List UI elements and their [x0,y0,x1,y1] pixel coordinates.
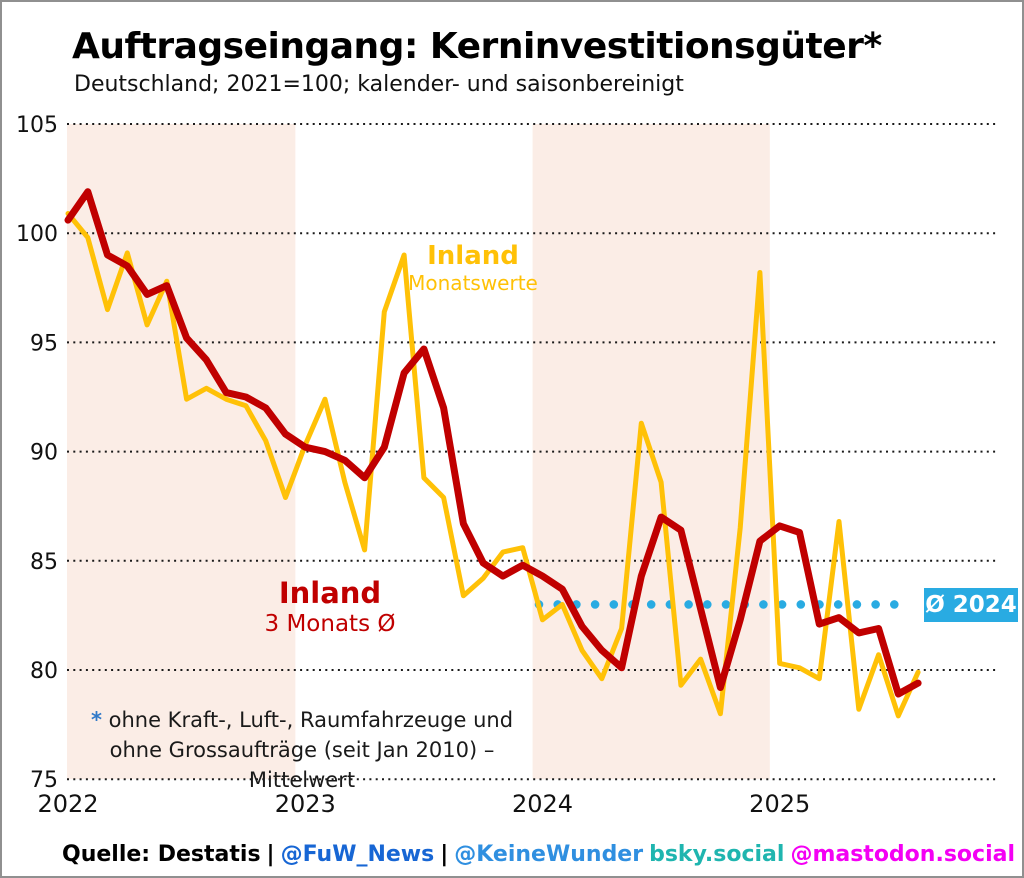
series-label-average-name: Inland [278,576,382,610]
footnote-line1: * ohne Kraft-, Luft-, Raumfahrzeuge und [90,708,514,732]
avg-2024-dot [759,600,768,609]
avg-2024-dot [590,600,600,609]
avg-2024-dot [796,600,806,609]
y-tick-80: 80 [30,659,58,684]
footnote-line2: ohne Grossaufträge (seit Jan 2010) – Mit… [109,737,495,792]
keinewunder-handle: @KeineWunder [454,842,644,867]
avg-2024-dot [833,600,843,609]
avg-2024-dot [890,600,899,609]
y-tick-90: 90 [30,441,58,466]
x-tick-2025: 2025 [749,790,810,818]
avg-2024-dot [646,600,656,609]
avg-2024-dot [777,600,787,609]
series-label-average: Inland 3 Monats Ø [250,576,410,638]
series-line-3monats [64,188,922,698]
y-tick-95: 95 [30,331,58,356]
avg-2024-dot [684,600,693,609]
avg-2024-dot [721,600,731,609]
y-tick-85: 85 [30,550,58,575]
avg-2024-dot [852,600,862,609]
y-tick-75: 75 [30,768,58,793]
y-tick-100: 100 [16,222,58,247]
bsky-label: bsky.social [649,842,785,867]
source-credits: Quelle: Destatis | @FuW_News | @KeineWunder b… [62,842,1021,867]
avg-2024-badge: Ø 2024 [924,588,1018,622]
page-title: Auftragseingang: Kerninvestitionsgüter* [72,26,882,67]
separator: | [266,842,275,867]
series-label-average-sub: 3 Monats Ø [264,610,396,637]
page-subtitle: Deutschland; 2021=100; kalender- und sai… [74,72,684,97]
series-line-monatswerte [65,211,921,719]
y-tick-105: 105 [16,113,58,138]
mastodon-handle: @mastodon.social [790,842,1015,867]
avg-2024-dot [703,600,712,609]
x-tick-2024: 2024 [512,790,573,818]
separator: | [440,842,449,867]
footnote: * ohne Kraft-, Luft-, Raumfahrzeuge und … [60,706,544,795]
series-label-monthly-name: Inland [427,241,519,271]
footnote-asterisk: * [90,708,102,732]
avg-2024-dot [871,600,880,609]
x-tick-2023: 2023 [275,790,336,818]
series-label-monthly-sub: Monatswerte [408,270,538,295]
source-label: Quelle: Destatis [62,842,261,867]
series-label-monthly: Inland Monatswerte [393,241,553,295]
avg-2024-dot [609,600,619,609]
fuw-news-handle: @FuW_News [280,842,435,867]
x-tick-2022: 2022 [37,790,98,818]
